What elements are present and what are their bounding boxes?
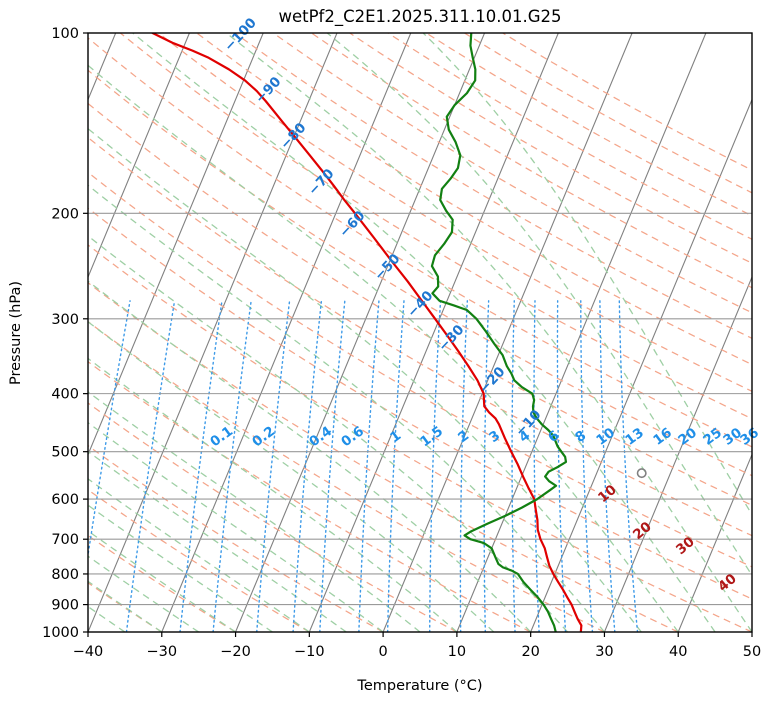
- mixing-ratio-line: [511, 300, 516, 632]
- plot-frame: [87, 32, 753, 633]
- pressure-tick-label: 700: [51, 532, 79, 548]
- temperature-axis-ticks: −40 −30 −20 −10 0 10 20 30 40 50: [73, 632, 761, 660]
- pressure-tick-label: 900: [51, 598, 79, 614]
- moist-adiabat: [88, 320, 495, 632]
- moist-adiabat: [88, 580, 163, 632]
- dry-adiabat: [88, 244, 752, 632]
- background-gridlines: [88, 33, 752, 632]
- pressure-tick-label: 300: [51, 312, 79, 328]
- x-axis-label: Temperature (°C): [356, 678, 482, 694]
- page-title: wetPf2_C2E1.2025.311.10.01.G25: [278, 7, 561, 27]
- mixing-ratio-line: [599, 300, 616, 632]
- dry-adiabat: [272, 33, 752, 314]
- temperature-tick-label: −20: [220, 644, 251, 660]
- lcl-marker: [636, 468, 647, 479]
- temperature-tick-label: −40: [73, 644, 104, 660]
- isotherm: [308, 33, 559, 632]
- pressure-axis-ticks: 100 200 300 400 500 600 700 800 900 1000: [42, 26, 88, 641]
- mixing-ratio-line: [618, 300, 639, 632]
- mixing-ratio-line: [429, 300, 442, 632]
- mixing-ratio-line: [319, 300, 346, 632]
- dry-adiabat: [88, 320, 605, 632]
- moist-adiabat: [88, 127, 642, 632]
- pressure-tick-label: 100: [51, 26, 79, 42]
- dry-adiabat: [88, 171, 752, 568]
- isotherm: [88, 33, 190, 279]
- isotherm: [677, 453, 752, 632]
- moist-adiabat: [88, 235, 569, 632]
- dry-adiabat: [88, 207, 752, 600]
- temperature-tick-label: 30: [595, 644, 613, 660]
- dry-adiabat: [88, 281, 679, 632]
- isotherm: [530, 98, 752, 632]
- pressure-tick-label: 500: [51, 445, 79, 461]
- temperature-tick-label: 0: [378, 644, 387, 660]
- dry-adiabat: [88, 360, 531, 632]
- moist-adiabat: [225, 33, 752, 632]
- moist-adiabat: [88, 391, 421, 632]
- moist-adiabat: [422, 33, 752, 516]
- series-temperature: [151, 33, 583, 632]
- sounding-markers: [636, 468, 647, 479]
- pressure-tick-label: 200: [51, 206, 79, 222]
- mixing-ratio-line: [459, 300, 469, 632]
- mixing-ratio-line: [386, 300, 405, 632]
- moist-adiabat: [88, 504, 273, 632]
- dry-adiabat: [88, 69, 752, 477]
- dry-adiabat: [88, 582, 163, 632]
- temperature-tick-label: −30: [146, 644, 177, 660]
- moist-adiabat: [88, 357, 458, 632]
- isotherm: [235, 33, 486, 632]
- mixing-ratio-line: [483, 300, 490, 632]
- moist-adiabat: [88, 555, 200, 632]
- mixing-ratio-line: [358, 300, 380, 632]
- sounding-traces: [151, 33, 583, 632]
- dry-adiabat: [88, 136, 752, 537]
- mixing-ratio-line: [533, 300, 540, 632]
- mixing-ratio-line: [580, 300, 594, 632]
- moist-adiabat: [88, 478, 310, 632]
- isotherm: [88, 33, 264, 456]
- moist-adiabat: [88, 184, 605, 632]
- moist-adiabat: [132, 33, 716, 632]
- dry-adiabat: [119, 33, 752, 420]
- mixing-ratio-line: [556, 300, 567, 632]
- moist-adiabat: [88, 530, 236, 632]
- moist-adiabat: [88, 280, 532, 632]
- temperature-tick-label: 20: [521, 644, 539, 660]
- pressure-tick-label: 600: [51, 492, 79, 508]
- dry-adiabat: [311, 33, 752, 289]
- series-dewpoint: [430, 33, 568, 632]
- y-axis-label: Pressure (hPa): [8, 281, 24, 385]
- temperature-tick-label: 50: [743, 644, 761, 660]
- dry-adiabat: [88, 402, 458, 632]
- mixing-ratio-line: [292, 300, 323, 632]
- moist-adiabat: [88, 421, 384, 632]
- temperature-tick-label: 40: [669, 644, 687, 660]
- temperature-tick-label: −10: [294, 644, 325, 660]
- moist-adiabat: [88, 450, 347, 632]
- pressure-tick-label: 400: [51, 387, 79, 403]
- temperature-tick-label: 10: [448, 644, 466, 660]
- moist-adiabat: [326, 33, 752, 577]
- isotherm: [88, 33, 338, 632]
- pressure-tick-label: 800: [51, 567, 79, 583]
- dry-adiabat: [88, 37, 752, 448]
- dry-adiabat: [88, 444, 384, 632]
- pressure-tick-label: 1000: [42, 625, 79, 641]
- dry-adiabat: [88, 102, 752, 506]
